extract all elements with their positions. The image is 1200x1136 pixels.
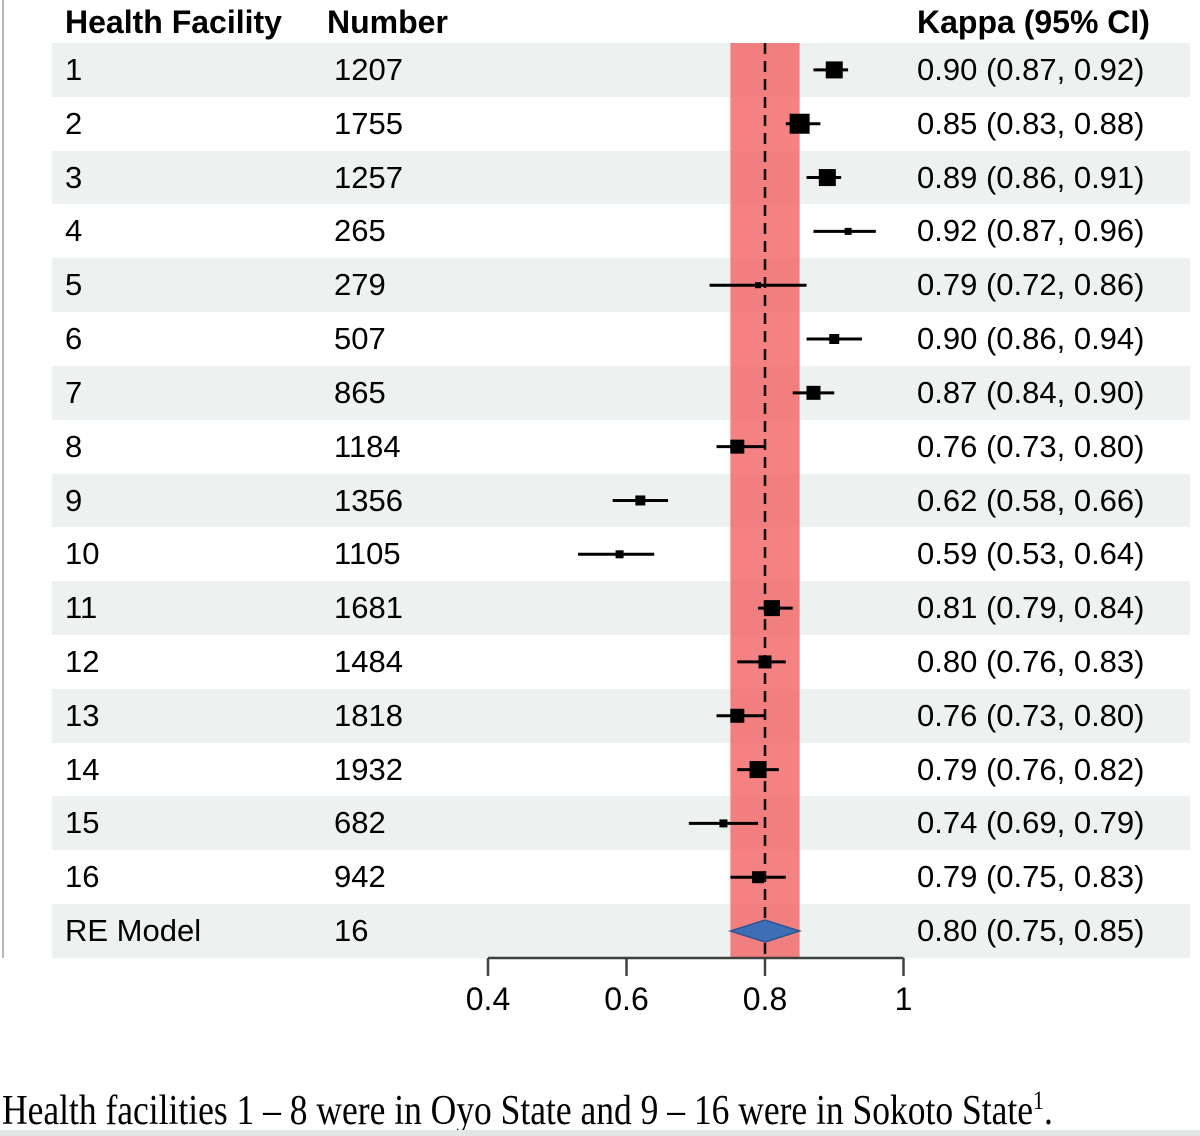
row-kappa-ci-value: 0.62 (0.58, 0.66): [917, 482, 1145, 518]
row-facility-label: 14: [65, 751, 100, 787]
row-facility-label: 15: [65, 805, 100, 841]
row-facility-label: 3: [65, 159, 83, 195]
row-number-value: 16: [334, 913, 369, 949]
row-kappa-ci-value: 0.85 (0.83, 0.88): [917, 105, 1145, 141]
row-kappa-ci-value: 0.90 (0.87, 0.92): [917, 52, 1145, 87]
table-row-background: [52, 904, 1190, 958]
estimate-square-marker: [730, 708, 745, 723]
estimate-square-marker: [818, 169, 836, 187]
row-facility-label: 12: [65, 644, 100, 680]
row-kappa-ci-value: 0.89 (0.86, 0.91): [917, 159, 1145, 195]
row-facility-label: 2: [65, 105, 83, 141]
row-number-value: 507: [334, 321, 386, 357]
estimate-square-marker: [615, 550, 624, 559]
table-row-background: [52, 688, 1190, 743]
row-number-value: 865: [334, 374, 386, 410]
row-facility-label: 6: [65, 321, 83, 357]
row-kappa-ci-value: 0.92 (0.87, 0.96): [917, 213, 1145, 249]
table-row-background: [52, 796, 1190, 851]
table-row-background: [52, 581, 1190, 635]
table-row-background: [52, 150, 1190, 205]
row-number-value: 1932: [334, 751, 403, 787]
row-kappa-ci-value: 0.76 (0.73, 0.80): [917, 697, 1145, 733]
figure-left-border: [2, 0, 4, 958]
caption-footnote-marker: 1: [1032, 1086, 1044, 1115]
figure-bottom-border: [0, 1130, 1200, 1136]
table-row-background: [52, 258, 1190, 313]
row-facility-label: 11: [65, 590, 98, 626]
row-facility-label: 1: [65, 52, 83, 87]
caption-text: Health facilities 1 – 8 were in Oyo Stat…: [2, 1088, 1033, 1134]
row-kappa-ci-value: 0.81 (0.79, 0.84): [917, 590, 1145, 626]
row-kappa-ci-value: 0.76 (0.73, 0.80): [917, 428, 1145, 464]
estimate-square-marker: [719, 819, 728, 828]
row-number-value: 1207: [334, 52, 403, 87]
estimate-square-marker: [825, 61, 843, 79]
summary-diamond: [727, 919, 803, 943]
row-kappa-ci-value: 0.87 (0.84, 0.90): [917, 374, 1145, 410]
row-kappa-ci-value: 0.74 (0.69, 0.79): [917, 805, 1145, 841]
estimate-square-marker: [789, 113, 810, 134]
estimate-square-marker: [635, 495, 646, 506]
estimate-square-marker: [752, 871, 765, 884]
row-kappa-ci-value: 0.80 (0.76, 0.83): [917, 644, 1145, 680]
row-facility-label: 10: [65, 536, 100, 572]
estimate-square-marker: [730, 439, 745, 454]
estimate-square-marker: [829, 334, 840, 345]
row-facility-label: 16: [65, 859, 100, 895]
row-number-value: 682: [334, 805, 386, 841]
x-axis-tick-label: 0.4: [466, 981, 510, 1017]
estimate-square-marker: [758, 655, 772, 669]
row-number-value: 1257: [334, 159, 403, 195]
row-number-value: 1755: [334, 105, 403, 141]
row-facility-label: 9: [65, 482, 83, 518]
row-number-value: 265: [334, 213, 386, 249]
row-facility-label: 7: [65, 374, 83, 410]
row-number-value: 1105: [334, 536, 401, 572]
row-number-value: 279: [334, 267, 386, 303]
row-kappa-ci-value: 0.79 (0.75, 0.83): [917, 859, 1145, 895]
row-facility-label: RE Model: [65, 913, 202, 949]
x-axis-tick-label: 0.6: [604, 981, 648, 1017]
row-kappa-ci-value: 0.80 (0.75, 0.85): [917, 913, 1145, 949]
row-number-value: 1484: [334, 644, 403, 680]
row-number-value: 942: [334, 859, 386, 895]
estimate-square-marker: [806, 385, 821, 400]
column-header-facility: Health Facility: [65, 4, 282, 40]
column-header-number: Number: [327, 4, 448, 40]
caption-period: .: [1043, 1088, 1053, 1134]
row-number-value: 1184: [334, 428, 401, 464]
row-number-value: 1818: [334, 697, 403, 733]
row-kappa-ci-value: 0.90 (0.86, 0.94): [917, 321, 1145, 357]
x-axis-tick-label: 0.8: [743, 981, 787, 1017]
estimate-square-marker: [755, 282, 762, 289]
row-facility-label: 8: [65, 428, 83, 464]
row-kappa-ci-value: 0.59 (0.53, 0.64): [917, 536, 1145, 572]
row-facility-label: 5: [65, 267, 83, 303]
figure-caption: Health facilities 1 – 8 were in Oyo Stat…: [2, 1086, 1053, 1136]
x-axis-tick-label: 1: [895, 981, 913, 1017]
row-facility-label: 13: [65, 697, 100, 733]
table-row-background: [52, 365, 1190, 420]
estimate-square-marker: [844, 227, 852, 235]
estimate-square-marker: [763, 600, 780, 617]
row-number-value: 1356: [334, 482, 403, 518]
table-row-background: [52, 43, 1190, 97]
row-number-value: 1681: [334, 590, 403, 626]
row-kappa-ci-value: 0.79 (0.76, 0.82): [917, 751, 1145, 787]
column-header-kappa: Kappa (95% CI): [917, 4, 1150, 40]
row-kappa-ci-value: 0.79 (0.72, 0.86): [917, 267, 1145, 303]
estimate-square-marker: [749, 761, 767, 779]
row-facility-label: 4: [65, 213, 83, 249]
